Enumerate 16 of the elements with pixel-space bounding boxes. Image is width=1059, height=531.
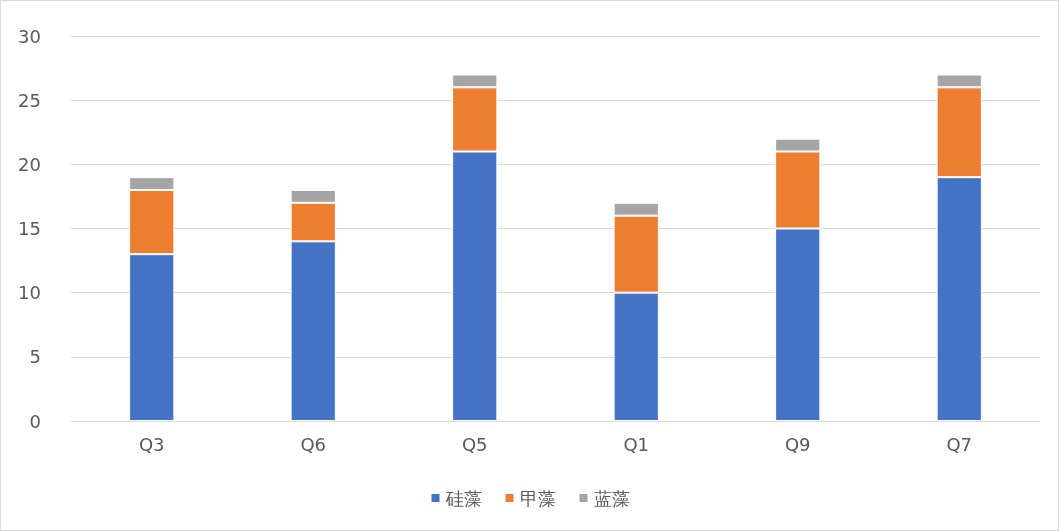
y-tick-label: 10 [18, 282, 41, 304]
y-tick-label: 15 [18, 218, 41, 239]
y-tick-label: 30 [18, 25, 41, 47]
y-tick-label: 25 [18, 89, 41, 111]
y-tick-label: 20 [18, 153, 41, 175]
legend-label: 硅藻 [444, 487, 482, 509]
y-tick-label: 0 [29, 410, 41, 432]
x-tick-label: Q1 [623, 433, 650, 455]
x-tick-label: Q9 [784, 433, 811, 455]
y-tick-label: 5 [29, 346, 41, 368]
x-tick-label: Q3 [138, 433, 165, 455]
x-tick-label: Q5 [461, 433, 488, 455]
legend-label: 甲藻 [519, 487, 556, 509]
legend-label: 蓝藻 [593, 487, 630, 509]
x-tick-label: Q6 [300, 433, 327, 455]
x-tick-label: Q7 [946, 433, 973, 455]
